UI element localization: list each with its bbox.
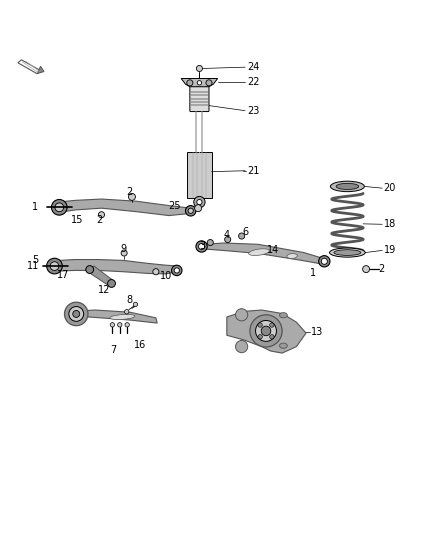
Circle shape: [258, 323, 262, 327]
Circle shape: [110, 322, 115, 327]
Circle shape: [197, 80, 201, 85]
Circle shape: [236, 309, 248, 321]
Circle shape: [363, 265, 370, 272]
Circle shape: [124, 310, 129, 314]
Text: 15: 15: [71, 215, 84, 225]
Text: 18: 18: [384, 219, 396, 229]
Circle shape: [321, 258, 327, 264]
Polygon shape: [85, 266, 114, 286]
Circle shape: [51, 199, 67, 215]
Text: 10: 10: [160, 271, 172, 281]
Circle shape: [250, 315, 282, 347]
Circle shape: [121, 250, 127, 256]
Circle shape: [133, 302, 138, 306]
Circle shape: [196, 241, 207, 252]
Circle shape: [196, 66, 202, 71]
Circle shape: [197, 199, 202, 205]
Circle shape: [270, 335, 274, 339]
Circle shape: [50, 262, 59, 270]
Circle shape: [185, 206, 196, 216]
Polygon shape: [18, 60, 41, 74]
Ellipse shape: [249, 249, 269, 255]
Text: 19: 19: [384, 245, 396, 255]
Circle shape: [207, 239, 213, 246]
Text: 6: 6: [242, 227, 248, 237]
Circle shape: [64, 302, 88, 326]
Circle shape: [225, 237, 231, 243]
Text: 24: 24: [247, 62, 260, 72]
Text: 1: 1: [32, 203, 38, 212]
Circle shape: [125, 322, 129, 327]
Polygon shape: [53, 260, 179, 274]
Ellipse shape: [279, 343, 287, 349]
Circle shape: [236, 341, 248, 353]
Ellipse shape: [279, 313, 287, 318]
Text: 4: 4: [224, 230, 230, 240]
Text: 17: 17: [57, 270, 70, 280]
Text: 1: 1: [310, 268, 316, 278]
Polygon shape: [227, 310, 306, 353]
Ellipse shape: [330, 181, 364, 192]
Text: 13: 13: [311, 327, 324, 337]
Text: 21: 21: [247, 166, 260, 176]
FancyBboxPatch shape: [190, 86, 209, 111]
Circle shape: [108, 279, 116, 287]
Ellipse shape: [336, 183, 359, 189]
Circle shape: [117, 322, 122, 327]
Circle shape: [194, 205, 201, 212]
Circle shape: [261, 326, 271, 336]
Circle shape: [174, 268, 180, 273]
Ellipse shape: [334, 250, 361, 255]
Polygon shape: [58, 199, 191, 215]
Circle shape: [198, 244, 205, 249]
Ellipse shape: [110, 314, 135, 319]
Text: 23: 23: [247, 106, 260, 116]
Circle shape: [73, 310, 80, 318]
Text: 20: 20: [384, 183, 396, 193]
Polygon shape: [74, 310, 157, 323]
Text: 25: 25: [168, 201, 181, 212]
Text: 7: 7: [110, 345, 117, 354]
Circle shape: [258, 335, 262, 339]
Text: 22: 22: [247, 77, 260, 87]
Circle shape: [270, 323, 274, 327]
Circle shape: [69, 306, 84, 321]
Text: 2: 2: [378, 264, 385, 274]
Circle shape: [172, 265, 182, 276]
Ellipse shape: [287, 254, 297, 259]
Text: 9: 9: [120, 244, 126, 254]
Circle shape: [206, 80, 212, 86]
Circle shape: [194, 197, 205, 208]
Circle shape: [319, 256, 330, 267]
Text: 16: 16: [134, 340, 146, 350]
Polygon shape: [187, 152, 212, 198]
Text: 2: 2: [127, 187, 133, 197]
Text: 12: 12: [99, 285, 111, 295]
Text: 8: 8: [127, 295, 133, 305]
Circle shape: [255, 320, 276, 341]
Circle shape: [187, 80, 193, 86]
Circle shape: [47, 258, 62, 274]
Text: 3: 3: [199, 240, 205, 251]
Polygon shape: [199, 243, 327, 265]
Circle shape: [86, 265, 94, 273]
Circle shape: [188, 208, 193, 213]
Text: 5: 5: [32, 255, 39, 264]
Text: 2: 2: [96, 215, 102, 225]
Polygon shape: [37, 66, 44, 74]
Text: 14: 14: [267, 245, 279, 255]
Polygon shape: [181, 78, 218, 87]
Circle shape: [239, 233, 245, 239]
Text: 11: 11: [27, 261, 39, 271]
Circle shape: [99, 212, 105, 218]
Circle shape: [55, 203, 64, 212]
Circle shape: [153, 269, 159, 275]
Circle shape: [128, 193, 135, 200]
Ellipse shape: [329, 248, 365, 257]
